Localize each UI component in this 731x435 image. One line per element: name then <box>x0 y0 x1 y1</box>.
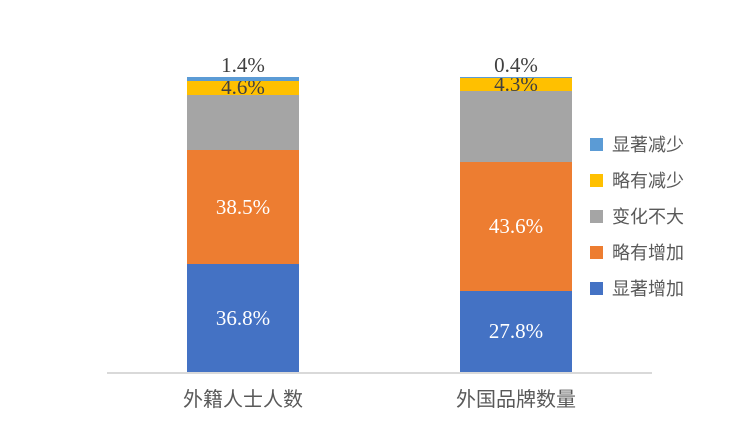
legend-item-label: 略有增加 <box>612 243 684 263</box>
legend-item: 显著减少 <box>590 133 684 155</box>
bar-segment: 27.8% <box>460 290 572 373</box>
legend-swatch-icon <box>590 173 603 187</box>
bar-segment <box>460 90 572 162</box>
legend-item: 显著增加 <box>590 277 684 299</box>
legend: 显著减少 略有减少 变化不大 略有增加 显著增加 <box>590 133 684 299</box>
data-label: 27.8% <box>488 319 544 344</box>
legend-item-label: 变化不大 <box>612 207 684 227</box>
data-label: 0.4% <box>494 53 538 77</box>
category-label: 外国品牌数量 <box>456 389 576 411</box>
category-label: 外籍人士人数 <box>183 389 303 411</box>
data-label: 43.6% <box>488 213 544 238</box>
legend-item-label: 显著减少 <box>612 135 684 155</box>
data-label: 4.3% <box>494 72 538 97</box>
data-label: 36.8% <box>215 306 271 331</box>
bar-segment <box>187 94 299 151</box>
legend-swatch-icon <box>590 281 603 295</box>
legend-swatch-icon <box>590 137 603 151</box>
legend-item-label: 略有减少 <box>612 171 684 191</box>
bar-segment: 36.8% <box>187 264 299 373</box>
bar-segment <box>187 77 299 82</box>
legend-swatch-icon <box>590 245 603 259</box>
data-label: 1.4% <box>221 53 265 77</box>
legend-item: 略有减少 <box>590 169 684 191</box>
bar-segment: 4.3% <box>460 74 572 95</box>
legend-item-label: 显著增加 <box>612 279 684 299</box>
bar-segment <box>460 77 572 79</box>
bar-segment: 4.6% <box>187 77 299 98</box>
data-label: 4.6% <box>221 75 265 100</box>
bar-segment: 38.5% <box>187 150 299 265</box>
bar-segment: 43.6% <box>460 161 572 291</box>
data-label: 38.5% <box>215 194 271 219</box>
legend-item: 变化不大 <box>590 205 684 227</box>
x-axis-line <box>107 372 652 374</box>
legend-swatch-icon <box>590 209 603 223</box>
legend-item: 略有增加 <box>590 241 684 263</box>
